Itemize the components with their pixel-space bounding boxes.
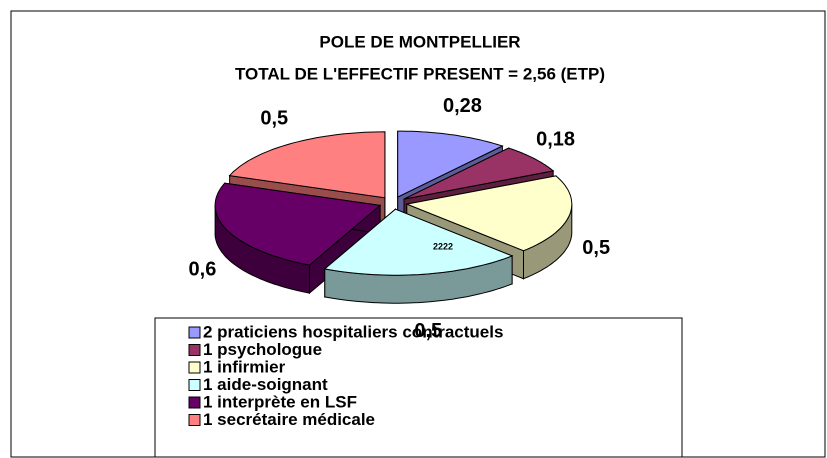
slice <box>214 182 382 266</box>
slice <box>397 130 504 198</box>
legend-swatch <box>188 344 201 356</box>
legend-entries: 2 praticiens hospitaliers contractuels1 … <box>188 322 503 429</box>
slice <box>323 208 514 276</box>
legend <box>154 317 683 458</box>
slice <box>228 131 386 199</box>
legend-label: 2 praticiens hospitaliers contractuels <box>203 322 503 341</box>
legend-label: 1 secrétaire médicale <box>203 410 375 429</box>
legend-label: 1 interprète en LSF <box>203 392 357 411</box>
legend-swatch <box>188 414 201 426</box>
legend-swatch <box>188 379 201 391</box>
slice <box>405 175 573 252</box>
legend-label: 1 infirmier <box>203 357 286 376</box>
pie <box>214 130 573 304</box>
chart-subtitle: TOTAL DE L'EFFECTIF PRESENT = 2,56 (ETP) <box>235 64 605 83</box>
slice <box>403 147 555 200</box>
data-label: 0,28 <box>443 95 482 117</box>
data-label: 0,5 <box>414 320 442 342</box>
data-label: 0,6 <box>189 258 217 280</box>
legend-swatch <box>188 361 201 374</box>
legend-label: 1 aide-soignant <box>203 375 328 394</box>
legend-label: 1 psychologue <box>203 340 322 359</box>
data-label: 0,5 <box>260 108 288 130</box>
legend-swatch <box>188 326 201 339</box>
data-label: 0,18 <box>536 128 575 150</box>
legend-swatch <box>188 396 201 409</box>
annotation: 2222 <box>433 241 453 251</box>
chart-title: POLE DE MONTPELLIER <box>319 32 520 51</box>
data-label: 0,5 <box>582 237 610 259</box>
